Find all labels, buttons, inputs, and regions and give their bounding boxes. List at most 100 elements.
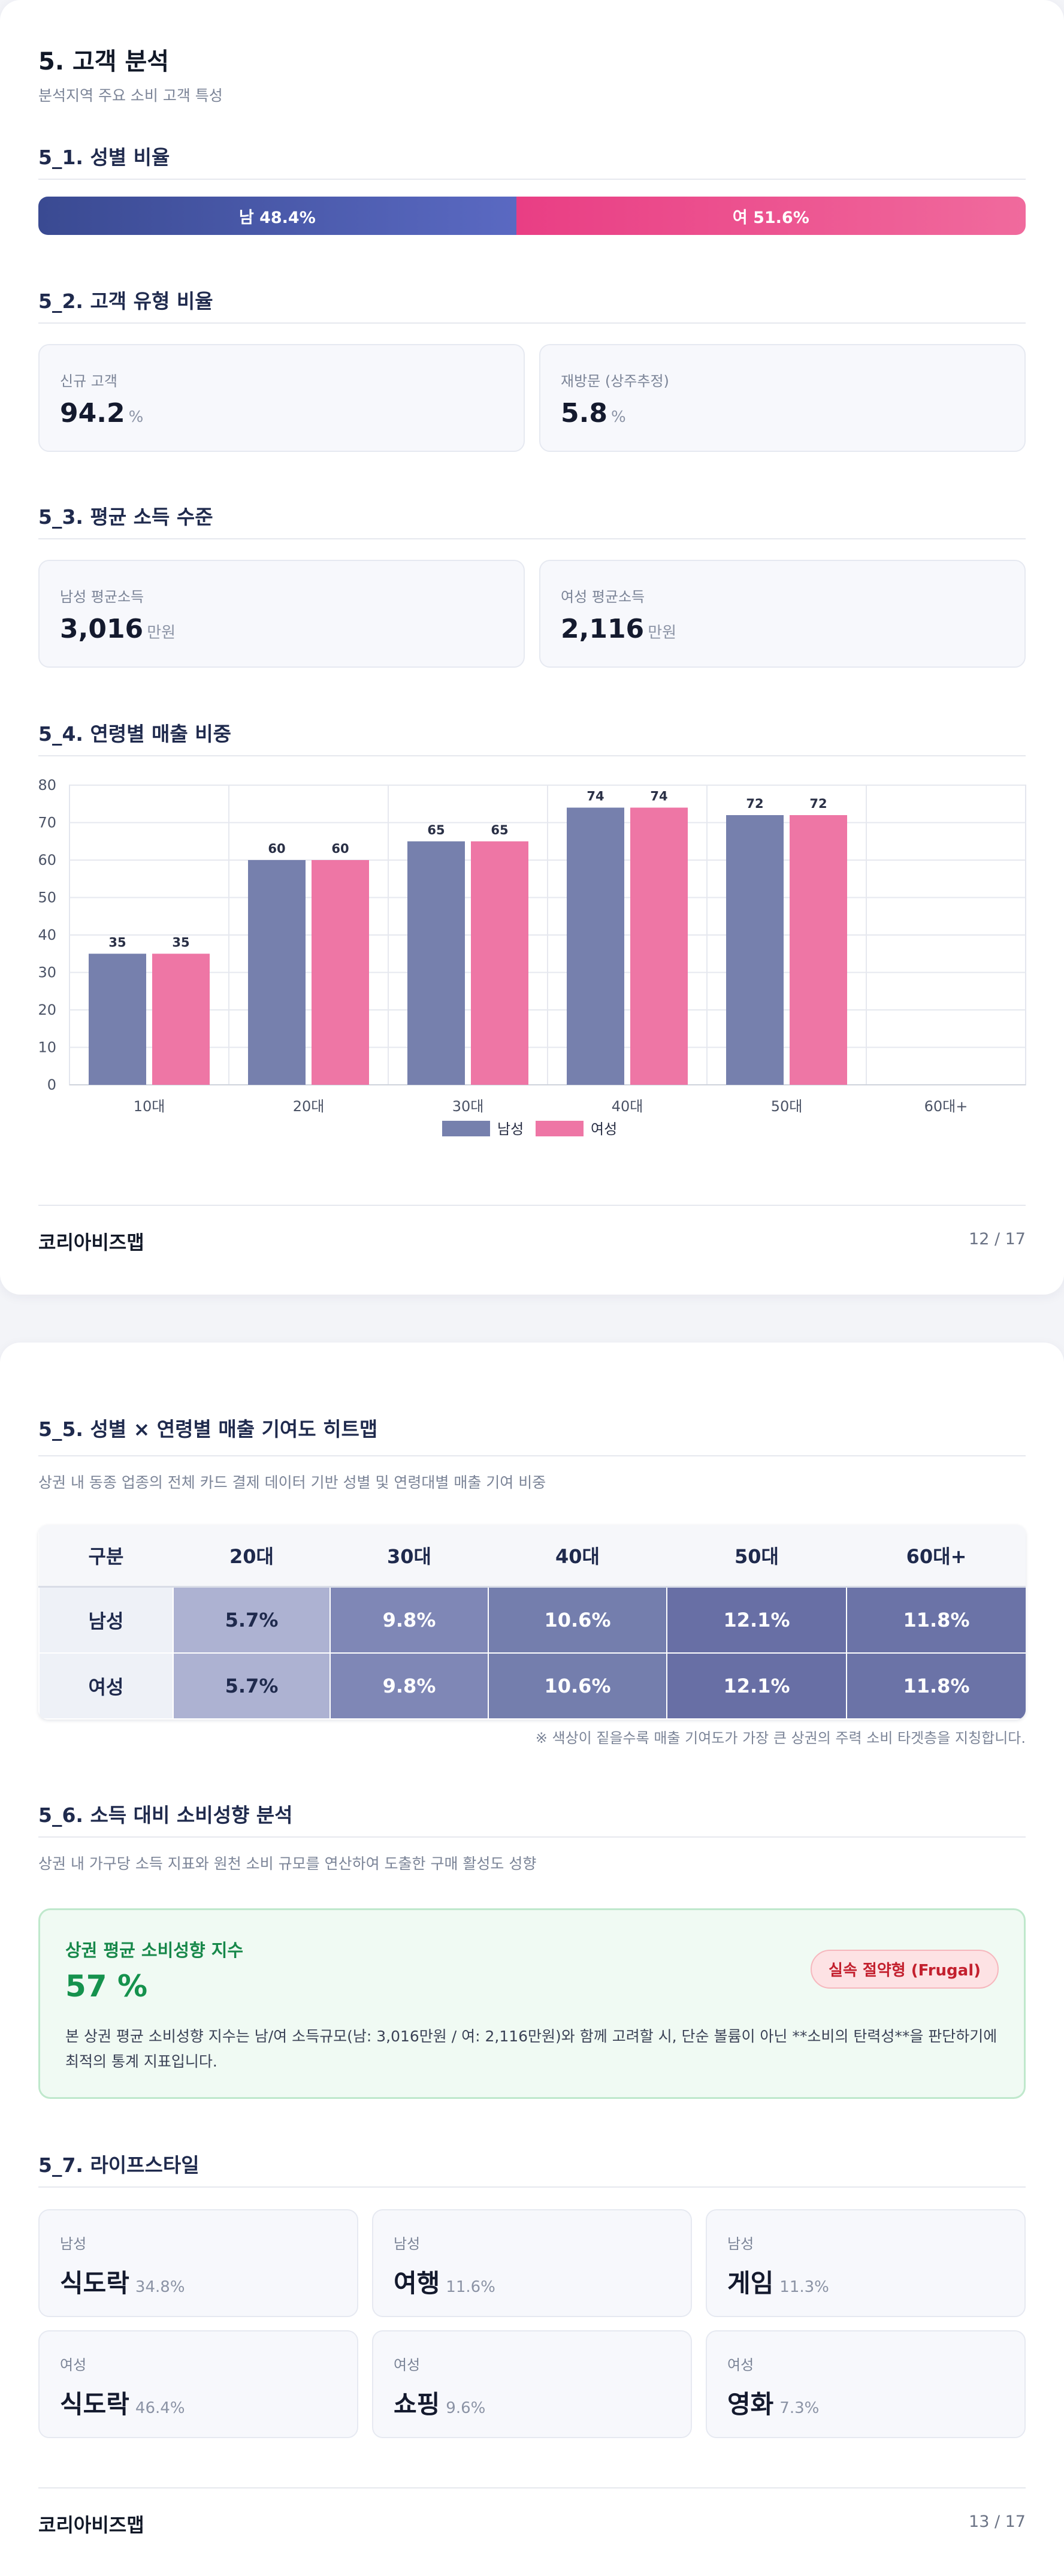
bar-female [312,860,369,1085]
card-label: 재방문 (상주추정) [561,373,669,390]
revisit-customer-card: 재방문 (상주추정) 5.8% [539,344,1026,452]
data-label: 72 [809,797,827,811]
heatmap-cell: 12.1% [666,1652,847,1720]
male-income-card: 남성 평균소득 3,016 만원 [38,560,525,668]
y-tick-label: 10 [38,1039,56,1056]
lifestyle-gender: 여성 [727,2357,754,2373]
x-tick-label: 60대+ [924,1098,968,1115]
y-tick-label: 60 [38,852,56,868]
footer-brand: 코리아비즈맵 [38,1231,144,1254]
heatmap-table-wrap: 구분 20대 30대 40대 50대 60대+ 남성 5.7% 9.8% 10.… [38,1525,1026,1720]
report-page-12: 5. 고객 분석 분석지역 주요 소비 고객 특성 5_1. 성별 비율 남 4… [0,0,1064,1295]
card-label: 남성 평균소득 [60,589,144,605]
lifestyle-name: 여행 [394,2269,440,2298]
heatmap-col-header: 20대 [173,1525,330,1588]
bar-male [567,807,624,1085]
gender-ratio-bar: 남 48.4% 여 51.6% [38,197,1026,235]
lifestyle-card: 남성 여행 11.6% [372,2209,692,2317]
age-sales-heading: 5_4. 연령별 매출 비중 [38,722,231,746]
divider [38,322,1026,324]
legend-swatch [536,1121,584,1136]
data-label: 65 [491,823,508,837]
heatmap-cell: 9.8% [330,1586,489,1654]
divider [38,538,1026,539]
y-tick-label: 30 [38,964,56,981]
legend-label: 남성 [497,1121,524,1138]
lifestyle-gender: 남성 [394,2236,421,2252]
data-label: 72 [746,797,763,811]
lifestyle-card: 여성 식도락 46.4% [38,2330,358,2438]
heatmap-cell: 5.7% [173,1586,331,1654]
heatmap-col-header: 50대 [667,1525,847,1588]
footer-divider [38,2487,1026,2488]
bar-male [89,954,146,1085]
bar-female [790,815,847,1085]
lifestyle-name: 영화 [727,2390,774,2419]
heatmap-cell: 9.8% [330,1652,489,1720]
heatmap-col-header: 40대 [488,1525,667,1588]
propensity-heading: 5_6. 소득 대비 소비성향 분석 [38,1803,293,1827]
y-tick-label: 0 [47,1076,56,1093]
heatmap-cell: 12.1% [666,1586,847,1654]
propensity-index-value: 57 % [65,1969,148,2004]
heatmap-col-header: 구분 [39,1525,173,1588]
legend-swatch [442,1121,490,1136]
heatmap-row-label: 여성 [38,1652,174,1720]
heatmap-col-header: 60대+ [847,1525,1026,1588]
card-value: 94.2 [60,398,125,429]
footer-divider [38,1205,1026,1206]
data-label: 35 [172,935,189,949]
x-tick-label: 50대 [771,1098,803,1115]
bar-female [152,954,210,1085]
propensity-description: 상권 내 가구당 소득 지표와 원천 소비 규모를 연산하여 도출한 구매 활성… [38,1855,537,1872]
bar-female [471,841,528,1085]
y-tick-label: 50 [38,889,56,906]
heatmap-cell: 10.6% [488,1586,667,1654]
lifestyle-gender: 여성 [394,2357,421,2373]
y-tick-label: 20 [38,1002,56,1018]
card-label: 신규 고객 [60,373,117,390]
card-unit: % [610,408,626,426]
new-customer-card: 신규 고객 94.2% [38,344,525,452]
female-ratio-segment: 여 51.6% [516,197,1026,235]
card-value: 2,116 [561,614,645,644]
page-number: 12 / 17 [969,1230,1026,1248]
heatmap-cell: 11.8% [846,1652,1026,1720]
propensity-box-title: 상권 평균 소비성향 지수 [65,1940,244,1960]
lifestyle-card: 여성 영화 7.3% [706,2330,1026,2438]
lifestyle-gender: 남성 [727,2236,754,2252]
divider [38,2186,1026,2188]
report-page-13: 5_5. 성별 × 연령별 매출 기여도 히트맵 상권 내 동종 업종의 전체 … [0,1343,1064,2576]
card-unit: 만원 [147,624,176,642]
heatmap-cell: 11.8% [846,1586,1026,1654]
heatmap-row-male: 남성 5.7% 9.8% 10.6% 12.1% 11.8% [38,1586,1026,1654]
lifestyle-pct: 46.4% [135,2399,185,2417]
lifestyle-pct: 7.3% [779,2399,820,2417]
card-value-row: 5.8% [561,398,626,429]
card-unit: 만원 [648,624,677,642]
lifestyle-gender: 여성 [60,2357,87,2373]
income-level-heading: 5_3. 평균 소득 수준 [38,505,213,529]
bar-male [248,860,306,1085]
bar-female [630,807,688,1085]
frugal-badge: 실속 절약형 (Frugal) [811,1950,999,1989]
data-label: 74 [650,789,667,804]
heatmap-table: 구분 20대 30대 40대 50대 60대+ 남성 5.7% 9.8% 10.… [38,1525,1026,1720]
x-tick-label: 40대 [612,1098,643,1115]
heatmap-row-label: 남성 [38,1586,174,1654]
x-tick-label: 30대 [452,1098,484,1115]
bar-male [407,841,465,1085]
x-tick-label: 10대 [134,1098,165,1115]
female-income-card: 여성 평균소득 2,116 만원 [539,560,1026,668]
lifestyle-name: 게임 [727,2269,774,2298]
y-tick-label: 70 [38,815,56,831]
heatmap-col-header: 30대 [330,1525,488,1588]
male-ratio-segment: 남 48.4% [38,197,516,235]
section-subtitle: 분석지역 주요 소비 고객 특성 [38,87,223,104]
card-label: 여성 평균소득 [561,589,645,605]
divider [38,1836,1026,1838]
lifestyle-name: 식도락 [60,2390,129,2419]
heatmap-header-row: 구분 20대 30대 40대 50대 60대+ [39,1525,1026,1588]
y-tick-label: 40 [38,927,56,943]
card-value-row: 94.2% [60,398,143,429]
